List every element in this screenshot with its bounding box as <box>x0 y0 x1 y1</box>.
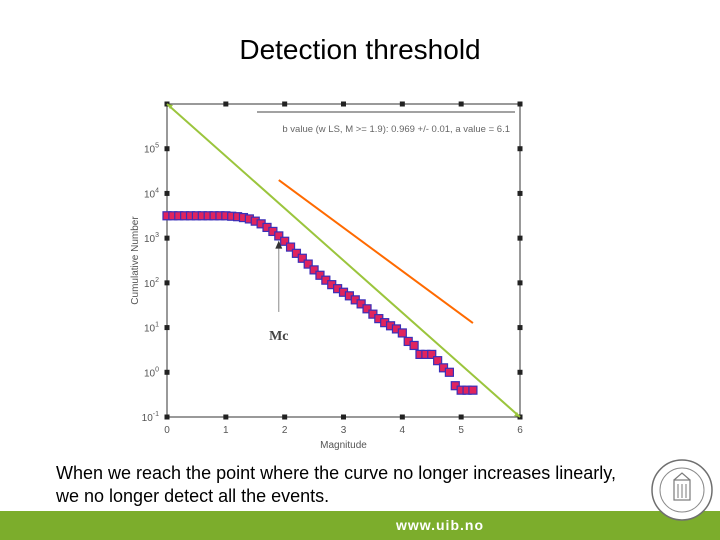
reference-line <box>166 103 521 418</box>
x-tick-mark-top <box>282 101 288 107</box>
y-tick-mark-right <box>517 146 523 152</box>
y-tick-label: 104 <box>144 187 159 200</box>
data-point <box>433 356 443 366</box>
x-tick-mark-bottom <box>282 414 288 420</box>
data-point <box>297 253 307 263</box>
data-point <box>303 259 313 269</box>
magnitude-frequency-chart: 0 1 2 3 4 5 6 10-1 100 101 102 103 104 105 Magnitude Cu… <box>122 97 532 452</box>
data-point <box>291 248 302 258</box>
y-tick-mark-left <box>164 280 170 286</box>
y-tick-mark-left <box>164 146 170 152</box>
reference-line-arrowhead <box>167 104 173 109</box>
y-tick-mark-left <box>164 414 170 420</box>
x-tick-mark-top <box>341 101 346 107</box>
university-seal-icon <box>651 459 713 521</box>
data-point <box>356 299 366 309</box>
data-point <box>309 265 319 275</box>
x-axis-label: Magnitude <box>320 440 367 451</box>
y-tick-mark-right <box>517 190 523 196</box>
slide-title: Detection threshold <box>239 34 481 65</box>
y-tick-label: 101 <box>144 322 159 335</box>
x-tick-label: 2 <box>282 425 288 436</box>
y-tick-mark-right <box>517 325 523 331</box>
x-tick-label: 0 <box>164 425 170 436</box>
y-tick-mark-right <box>517 280 523 286</box>
y-tick-mark-left <box>164 369 170 375</box>
mc-arrowhead <box>275 240 283 249</box>
y-tick-mark-right <box>517 369 523 375</box>
y-tick-label: 100 <box>144 366 159 379</box>
footer-url[interactable]: www.uib.no <box>395 517 484 533</box>
footer-bar: www.uib.no <box>0 511 720 540</box>
x-tick-label: 4 <box>400 425 406 436</box>
data-point <box>409 340 419 351</box>
data-point <box>285 242 296 252</box>
x-tick-label: 5 <box>458 425 464 436</box>
y-tick-mark-left <box>164 190 170 196</box>
x-tick-label: 1 <box>223 425 229 436</box>
data-point <box>315 270 325 280</box>
y-tick-label: 10-1 <box>142 411 159 424</box>
reference-line-arrowhead <box>514 412 520 417</box>
y-tick-label: 105 <box>144 143 159 156</box>
y-tick-label: 102 <box>144 277 159 290</box>
x-tick-label: 6 <box>517 425 523 436</box>
x-tick-mark-bottom <box>223 414 229 420</box>
slide-caption: When we reach the point where the curve … <box>56 463 616 506</box>
x-tick-mark-top <box>399 101 405 107</box>
fit-line <box>278 179 474 324</box>
data-point <box>280 236 290 246</box>
x-tick-mark-top <box>223 101 229 107</box>
b-value-annotation: b value (w LS, M >= 1.9): 0.969 +/- 0.01… <box>282 124 510 135</box>
y-tick-mark-left <box>164 325 170 331</box>
x-tick-label: 3 <box>341 425 347 436</box>
y-axis-label: Cumulative Number <box>130 216 141 305</box>
data-point <box>468 385 478 395</box>
data-point <box>274 231 284 241</box>
data-point <box>397 328 407 338</box>
data-point <box>362 304 372 314</box>
x-tick-mark-bottom <box>399 414 405 420</box>
y-tick-label: 103 <box>144 232 159 245</box>
y-tick-mark-left <box>164 235 170 241</box>
data-point <box>444 367 454 377</box>
mc-label: Mc <box>269 329 288 344</box>
x-tick-mark-bottom <box>458 414 464 420</box>
y-tick-mark-right <box>517 235 523 241</box>
x-tick-mark-bottom <box>341 414 346 420</box>
x-tick-mark-top <box>458 101 464 107</box>
x-tick-mark-top <box>517 101 523 107</box>
data-point <box>427 349 437 359</box>
